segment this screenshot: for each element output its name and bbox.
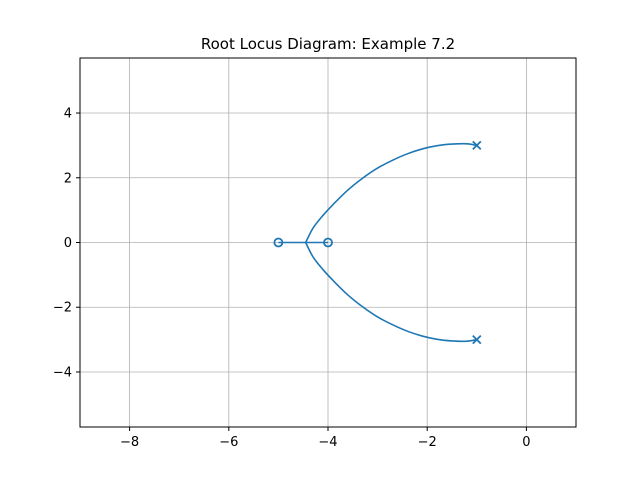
locus-branch-2 [304, 242, 477, 343]
tick-marks [76, 112, 527, 431]
zero-marker-2 [323, 237, 333, 248]
y-tick-label: −4 [53, 365, 72, 380]
zero-marker-1 [273, 237, 284, 248]
pole-cross-stroke [472, 140, 482, 151]
chart-title: Root Locus Diagram: Example 7.2 [201, 35, 455, 53]
pole-cross-stroke [472, 334, 482, 345]
y-tick-label: 4 [64, 107, 72, 122]
x-tick-label: −8 [120, 435, 139, 450]
x-tick-label: −2 [418, 435, 437, 450]
y-tick-label: 0 [64, 236, 72, 251]
pole-zero-markers [273, 140, 482, 345]
x-tick-label: −4 [318, 435, 337, 450]
x-tick-label: 0 [522, 435, 530, 450]
pole-marker-2 [472, 334, 482, 345]
x-tick-label: −6 [219, 435, 238, 450]
pole-marker-1 [472, 140, 482, 151]
locus-branch-1 [304, 142, 477, 243]
y-tick-label: 2 [64, 171, 72, 186]
tick-labels: −8 −6 −4 −2 0 −4 −2 0 2 4 [53, 107, 531, 450]
locus-branches [278, 142, 477, 343]
y-tick-label: −2 [53, 301, 72, 316]
